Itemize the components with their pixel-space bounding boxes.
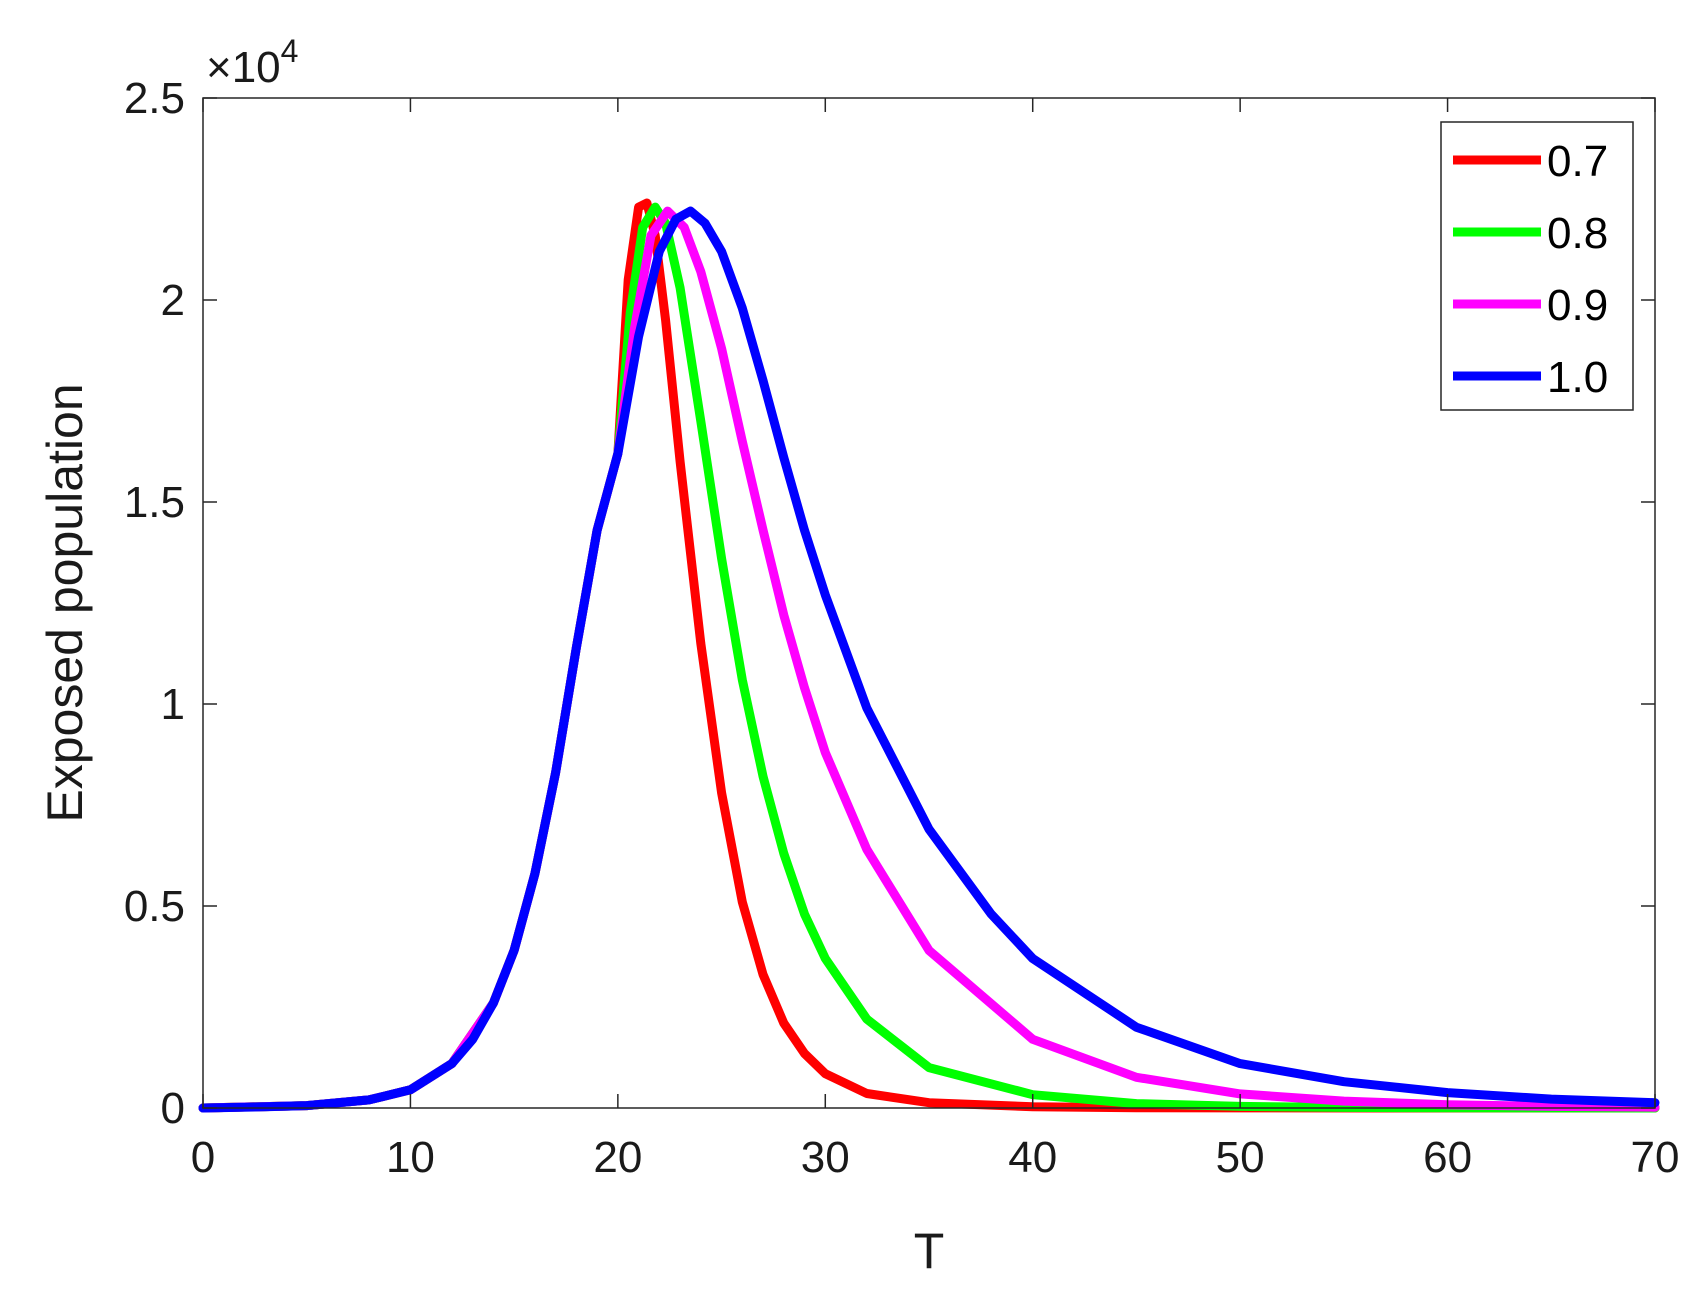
legend: 0.7 0.8 0.9 1.0 [1440,121,1634,411]
legend-label-1: 0.8 [1547,209,1608,258]
x-tick-label: 30 [801,1133,850,1182]
plot-border [202,97,1656,1109]
x-tick-label: 70 [1631,1133,1680,1182]
x-tick-label: 0 [191,1133,215,1182]
x-tick-label: 40 [1008,1133,1057,1182]
series-line-3 [198,206,1660,1113]
plot-area [203,98,1655,1108]
ticks-layer [202,97,1656,1109]
y-tick-label: 2.5 [124,74,185,123]
y-axis-multiplier: ×104 [206,33,298,92]
y-tick-label: 2 [161,276,185,325]
legend-label-2: 0.9 [1547,281,1608,330]
tick-labels-layer: 0 10 20 30 40 50 60 70 0 0.5 1 1.5 2 2.5 [124,74,1680,1182]
legend-label-3: 1.0 [1547,353,1608,402]
legend-box [1440,121,1634,411]
x-axis-title: T [914,1223,945,1279]
y-axis-title: Exposed population [37,383,93,822]
x-tick-label: 10 [386,1133,435,1182]
series-layer [198,198,1660,1113]
y-multiplier-exponent: 4 [281,33,299,69]
y-tick-label: 0 [161,1084,185,1133]
x-tick-label: 50 [1216,1133,1265,1182]
x-tick-label: 60 [1423,1133,1472,1182]
y-tick-label: 0.5 [124,882,185,931]
y-multiplier-base: ×10 [206,43,281,92]
x-tick-label: 20 [593,1133,642,1182]
legend-label-0: 0.7 [1547,137,1608,186]
y-tick-label: 1.5 [124,478,185,527]
y-tick-label: 1 [161,680,185,729]
